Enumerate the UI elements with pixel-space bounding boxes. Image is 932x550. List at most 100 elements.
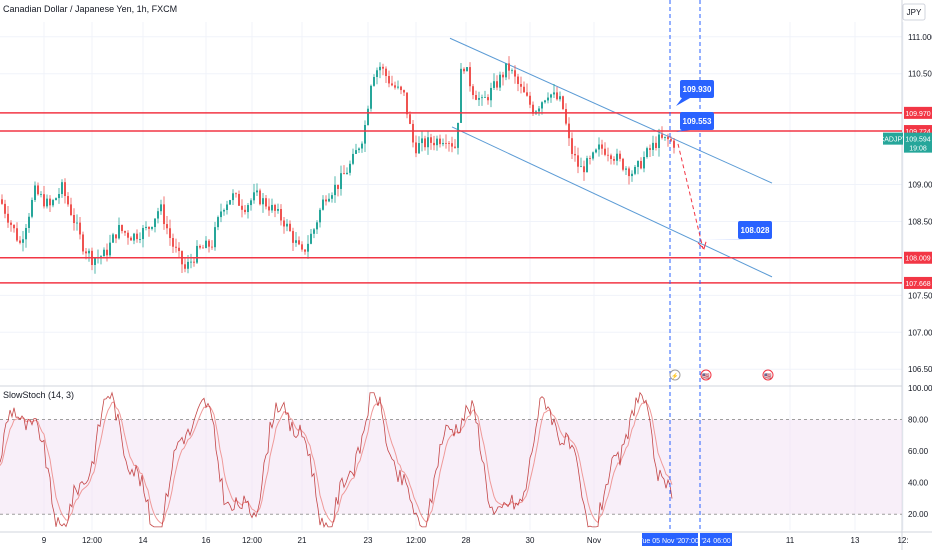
candle-body <box>145 226 147 228</box>
price-callout[interactable] <box>680 112 714 130</box>
candle-body <box>475 95 477 100</box>
candle-body <box>193 261 195 263</box>
horizontal-levels[interactable]: 109.970 109.724 108.009 107.668 CADJPY109.59… <box>0 106 932 289</box>
channel-lower-line[interactable] <box>451 126 773 278</box>
candle-body <box>655 142 657 149</box>
stoch-overbought-oversold-band <box>0 419 902 515</box>
candle-body <box>643 157 645 169</box>
candle-body <box>319 209 321 223</box>
descending-channel[interactable] <box>449 37 773 278</box>
channel-upper-line[interactable] <box>449 37 773 184</box>
candle-body <box>244 209 246 213</box>
candle-body <box>64 182 66 197</box>
candle-body <box>448 143 450 144</box>
candle-body <box>340 173 342 189</box>
date-highlight-label: Tue 05 Nov '24 <box>639 538 686 545</box>
candle-body <box>214 227 216 248</box>
candle-body <box>586 158 588 173</box>
candle-body <box>250 200 252 206</box>
candle-body <box>538 108 540 112</box>
annotations[interactable]: 109.930 109.553 108.028 ⚡ 🇺🇸 🇺🇸 Tue 05 Nov '24… <box>639 0 774 546</box>
candle-body <box>157 211 159 219</box>
candle-body <box>373 77 375 86</box>
candle-body <box>130 237 132 241</box>
candle-body <box>547 97 549 101</box>
candle-body <box>424 138 426 148</box>
candle-body <box>295 240 297 243</box>
candle-body <box>202 247 204 249</box>
candle-body <box>328 198 330 202</box>
candle-body <box>577 155 579 167</box>
candle-body <box>580 166 582 168</box>
candle-body <box>142 227 144 240</box>
x-tick-label: 12: <box>897 536 908 545</box>
candle-body <box>649 148 651 150</box>
price-callout[interactable] <box>738 221 772 239</box>
level-price-label: 109.970 <box>905 111 930 118</box>
candle-body <box>184 264 186 269</box>
candle-body <box>367 108 369 125</box>
lightning-event-icon[interactable] <box>669 369 681 381</box>
currency-label: JPY <box>907 8 922 17</box>
us-flag-event-icon[interactable] <box>700 369 712 381</box>
candle-body <box>463 68 465 72</box>
candle-body <box>208 240 210 247</box>
candle-body <box>505 63 507 78</box>
current-price-tag <box>904 132 932 153</box>
candle-body <box>439 138 441 145</box>
candle-body <box>526 92 528 96</box>
us-flag-event-icon[interactable] <box>762 369 774 381</box>
candle-body <box>541 102 543 109</box>
candle-body <box>355 150 357 154</box>
candle-body <box>487 97 489 101</box>
candle-body <box>352 153 354 164</box>
candle-body <box>70 204 72 215</box>
candle-body <box>400 86 402 91</box>
candle-body <box>613 159 615 161</box>
candle-body <box>478 97 480 100</box>
candle-body <box>223 209 225 212</box>
candle-body <box>205 240 207 249</box>
candle-body <box>298 240 300 245</box>
candle-body <box>169 228 171 239</box>
projection-line[interactable] <box>677 143 704 249</box>
price-candles <box>1 56 675 274</box>
candle-body <box>544 100 546 103</box>
candle-body <box>343 173 345 175</box>
candle-body <box>94 258 96 265</box>
candle-body <box>190 261 192 263</box>
candle-body <box>271 204 273 211</box>
candle-body <box>607 154 609 156</box>
candle-body <box>589 158 591 159</box>
candle-body <box>322 199 324 210</box>
candle-body <box>673 140 675 148</box>
candle-body <box>556 92 558 100</box>
candle-body <box>67 196 69 205</box>
candle-body <box>484 97 486 98</box>
candle-body <box>451 143 453 147</box>
candle-body <box>25 227 27 240</box>
callout-pointer <box>676 130 690 132</box>
x-tick-label: 21 <box>298 536 307 545</box>
x-tick-label: 23 <box>364 536 373 545</box>
candle-body <box>256 190 258 193</box>
candle-body <box>388 76 390 84</box>
candle-body <box>16 228 18 241</box>
symbol-tag <box>883 132 903 145</box>
candle-body <box>109 242 111 256</box>
candle-body <box>592 152 594 159</box>
candle-body <box>196 245 198 263</box>
price-callout[interactable] <box>680 80 714 98</box>
price-tick-label: 111.000 <box>908 33 932 42</box>
price-tick-label: 106.500 <box>908 365 932 374</box>
currency-button[interactable] <box>902 3 926 21</box>
candle-body <box>100 256 102 258</box>
time-highlight-label: 07:00 <box>681 538 699 545</box>
x-tick-label: 12:00 <box>406 536 427 545</box>
stoch-tick-label: 60.00 <box>908 447 929 456</box>
candle-body <box>490 87 492 101</box>
candle-body <box>241 205 243 210</box>
candle-body <box>46 198 48 207</box>
candle-body <box>595 149 597 153</box>
